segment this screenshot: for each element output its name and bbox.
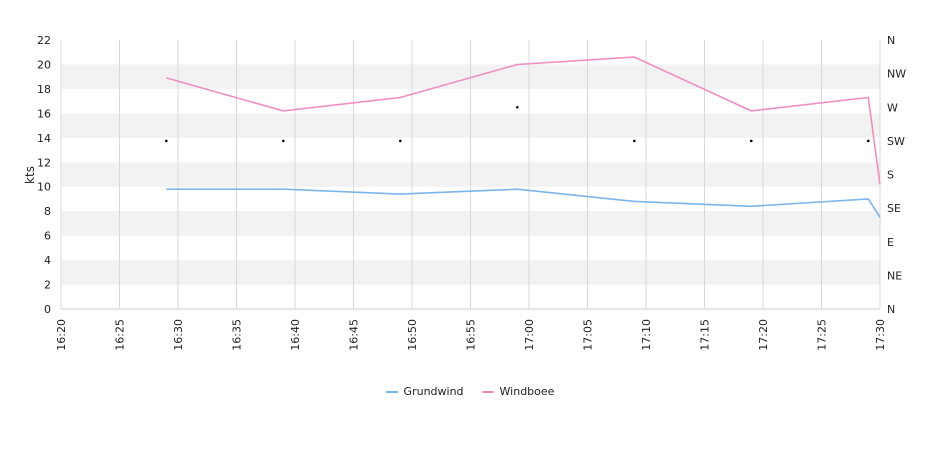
y-tick-label: 2 bbox=[44, 279, 51, 292]
y-tick-label: 20 bbox=[37, 58, 51, 71]
x-tick-label: 17:30 bbox=[874, 319, 887, 351]
x-tick-label: 17:20 bbox=[757, 319, 770, 351]
y-tick-label: 18 bbox=[37, 83, 51, 96]
direction-marker bbox=[867, 139, 870, 143]
direction-tick-label: N bbox=[887, 303, 895, 316]
y-tick-label: 4 bbox=[44, 254, 51, 267]
y-tick-label: 14 bbox=[37, 132, 51, 145]
direction-tick-label: SE bbox=[887, 202, 901, 215]
legend-label-windboee: Windboee bbox=[499, 385, 555, 398]
x-axis-ticks: 16:20 16:25 16:30 16:35 16:40 16:45 16:50 16:55… bbox=[55, 319, 887, 351]
direction-marker bbox=[633, 139, 636, 143]
x-tick-label: 17:05 bbox=[582, 319, 595, 351]
x-tick-label: 16:55 bbox=[465, 319, 478, 351]
x-tick-label: 16:35 bbox=[231, 319, 244, 351]
series-line bbox=[166, 188, 881, 218]
direction-axis-ticks: N NE E SE S SW W NW N bbox=[887, 34, 906, 316]
direction-marker bbox=[516, 105, 519, 109]
x-tick-label: 17:25 bbox=[816, 319, 829, 351]
direction-marker bbox=[165, 139, 168, 143]
y-axis-ticks: 0 2 4 6 8 10 12 14 16 18 20 22 bbox=[37, 34, 51, 316]
legend-swatch-windboee bbox=[481, 390, 494, 393]
x-tick-label: 16:25 bbox=[114, 319, 127, 351]
direction-tick-label: W bbox=[887, 101, 898, 114]
legend-swatch-grundwind bbox=[385, 390, 398, 393]
y-tick-label: 0 bbox=[44, 303, 51, 316]
direction-tick-label: E bbox=[887, 236, 894, 249]
legend-item-grundwind[interactable]: Grundwind bbox=[385, 385, 464, 398]
direction-tick-label: SW bbox=[887, 135, 905, 148]
vertical-grid bbox=[60, 40, 881, 309]
direction-tick-label: S bbox=[887, 169, 894, 182]
y-tick-label: 8 bbox=[44, 205, 51, 218]
direction-tick-label: NW bbox=[887, 68, 906, 81]
direction-marker bbox=[399, 139, 402, 143]
y-tick-label: 6 bbox=[44, 230, 51, 243]
series-lines bbox=[166, 56, 881, 218]
y-tick-label: 12 bbox=[37, 156, 51, 169]
direction-marker bbox=[750, 139, 753, 143]
y-axis-title: kts bbox=[23, 166, 37, 184]
x-tick-label: 17:10 bbox=[640, 319, 653, 351]
x-tick-label: 17:15 bbox=[699, 319, 712, 351]
x-tick-label: 16:40 bbox=[289, 319, 302, 351]
x-tick-label: 16:20 bbox=[55, 319, 68, 351]
y-tick-label: 22 bbox=[37, 34, 51, 47]
direction-tick-label: N bbox=[887, 34, 895, 47]
legend-item-windboee[interactable]: Windboee bbox=[481, 385, 555, 398]
x-tick-label: 16:45 bbox=[348, 319, 361, 351]
legend: Grundwind Windboee bbox=[0, 385, 940, 398]
legend-label-grundwind: Grundwind bbox=[403, 385, 464, 398]
y-tick-label: 16 bbox=[37, 107, 51, 120]
x-tick-label: 17:00 bbox=[523, 319, 536, 351]
direction-tick-label: NE bbox=[887, 269, 902, 282]
y-tick-label: 10 bbox=[37, 181, 51, 194]
series-line bbox=[166, 56, 881, 185]
x-tick-label: 16:30 bbox=[172, 319, 185, 351]
direction-markers bbox=[165, 105, 870, 143]
direction-marker bbox=[282, 139, 285, 143]
x-tick-label: 16:50 bbox=[406, 319, 419, 351]
